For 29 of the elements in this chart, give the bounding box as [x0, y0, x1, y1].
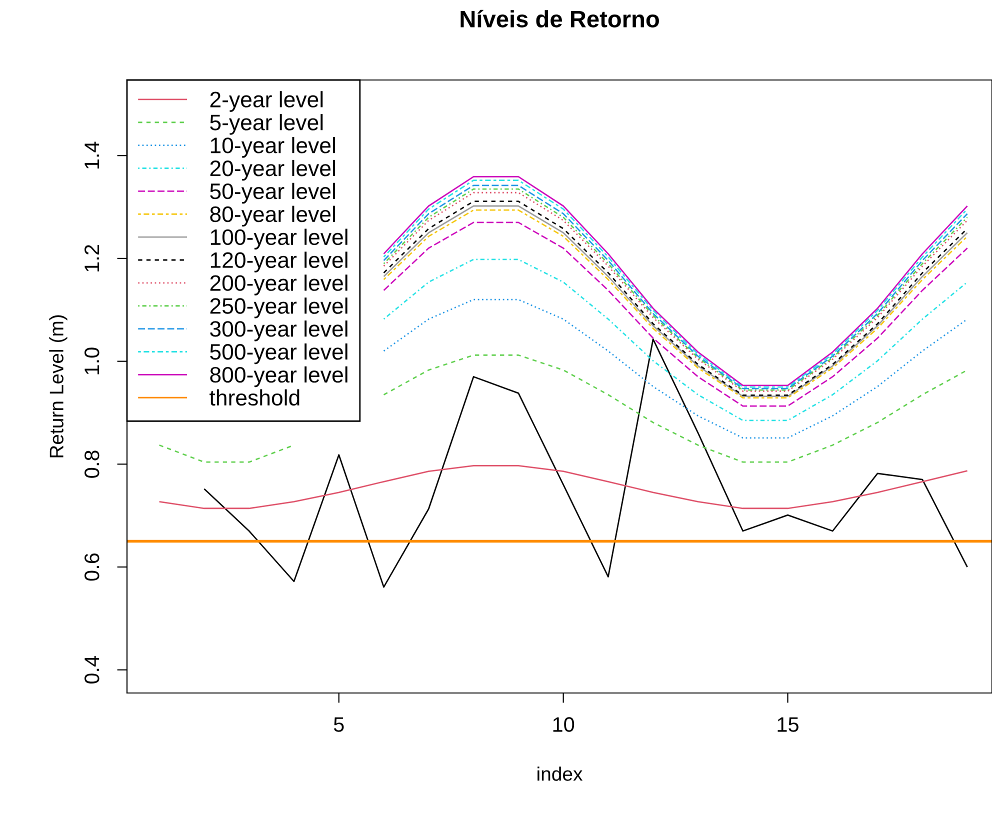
- legend-label: 500-year level: [210, 343, 348, 364]
- legend-label: 300-year level: [210, 320, 348, 342]
- legend-label: 5-year level: [210, 114, 323, 135]
- x-axis-title: index: [538, 766, 583, 781]
- y-tick-label: 1.0: [84, 348, 100, 374]
- legend-label: threshold: [210, 389, 300, 406]
- x-tick-label: 15: [778, 717, 798, 732]
- line-series: [158, 465, 968, 510]
- legend-label: 20-year level: [210, 160, 335, 181]
- y-tick-label: 0.4: [84, 656, 100, 684]
- y-tick-label: 0.6: [84, 553, 100, 581]
- x-tick-label: 5: [334, 717, 344, 732]
- legend-label: 100-year level: [210, 228, 348, 250]
- y-tick-label: 1.4: [84, 142, 100, 168]
- legend-label: 800-year level: [210, 366, 348, 388]
- x-tick-label: 10: [553, 717, 574, 732]
- legend-label: 80-year level: [210, 206, 335, 227]
- y-tick-label: 0.8: [84, 450, 100, 478]
- line-series: [383, 258, 968, 422]
- y-tick-label: 1.2: [84, 245, 100, 272]
- chart-title: Níveis de Retorno: [460, 10, 659, 28]
- legend-label: 120-year level: [210, 252, 348, 272]
- y-axis-title: Return Level (m): [49, 315, 68, 458]
- line-series: [383, 298, 968, 439]
- legend-label: 250-year level: [210, 298, 348, 318]
- legend-label: 200-year level: [210, 274, 348, 296]
- legend-label: 2-year level: [210, 91, 323, 112]
- legend-label: 10-year level: [210, 136, 335, 158]
- legend-label: 50-year level: [210, 182, 335, 204]
